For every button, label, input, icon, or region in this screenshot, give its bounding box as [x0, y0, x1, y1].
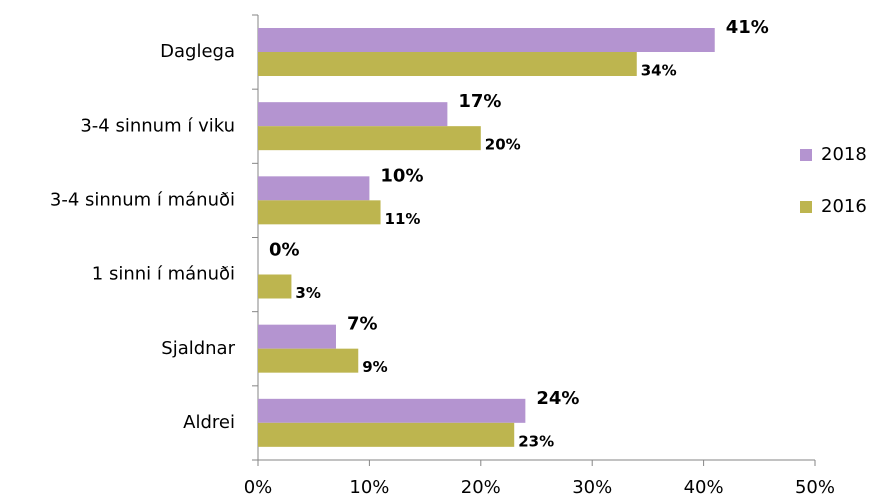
- bar: [258, 324, 336, 349]
- y-tick-label: Aldrei: [183, 412, 235, 433]
- bar: [258, 398, 526, 423]
- bar: [258, 126, 481, 151]
- data-label: 7%: [347, 314, 378, 335]
- data-label: 10%: [380, 165, 423, 186]
- data-label: 3%: [295, 284, 320, 302]
- data-label: 41%: [726, 17, 769, 38]
- legend-swatch: [800, 149, 812, 161]
- data-label: 9%: [362, 358, 387, 376]
- bar: [258, 176, 370, 201]
- data-label: 0%: [269, 240, 300, 261]
- data-label: 20%: [485, 136, 521, 154]
- x-tick-label: 0%: [244, 477, 273, 498]
- data-label: 24%: [536, 388, 579, 409]
- x-tick-label: 10%: [349, 477, 389, 498]
- legend-label: 2018: [821, 144, 867, 165]
- bar: [258, 102, 448, 127]
- bar: [258, 200, 381, 225]
- legend-label: 2016: [821, 196, 867, 217]
- bar: [258, 348, 359, 373]
- bar: [258, 422, 515, 447]
- bar: [258, 28, 715, 52]
- y-tick-label: 3-4 sinnum í mánuði: [50, 189, 235, 210]
- x-tick-label: 40%: [684, 477, 724, 498]
- x-tick-label: 50%: [795, 477, 835, 498]
- x-tick-label: 30%: [572, 477, 612, 498]
- data-label: 34%: [641, 62, 677, 80]
- data-label: 23%: [518, 432, 554, 450]
- bar: [258, 274, 292, 299]
- data-label: 11%: [385, 210, 421, 228]
- bar: [258, 52, 637, 76]
- data-label: 17%: [458, 91, 501, 112]
- y-tick-label: Daglega: [160, 41, 235, 62]
- y-tick-label: Sjaldnar: [161, 338, 235, 359]
- y-tick-label: 3-4 sinnum í viku: [80, 115, 235, 136]
- y-tick-label: 1 sinni í mánuði: [92, 264, 235, 285]
- x-tick-label: 20%: [461, 477, 501, 498]
- legend-swatch: [800, 201, 812, 213]
